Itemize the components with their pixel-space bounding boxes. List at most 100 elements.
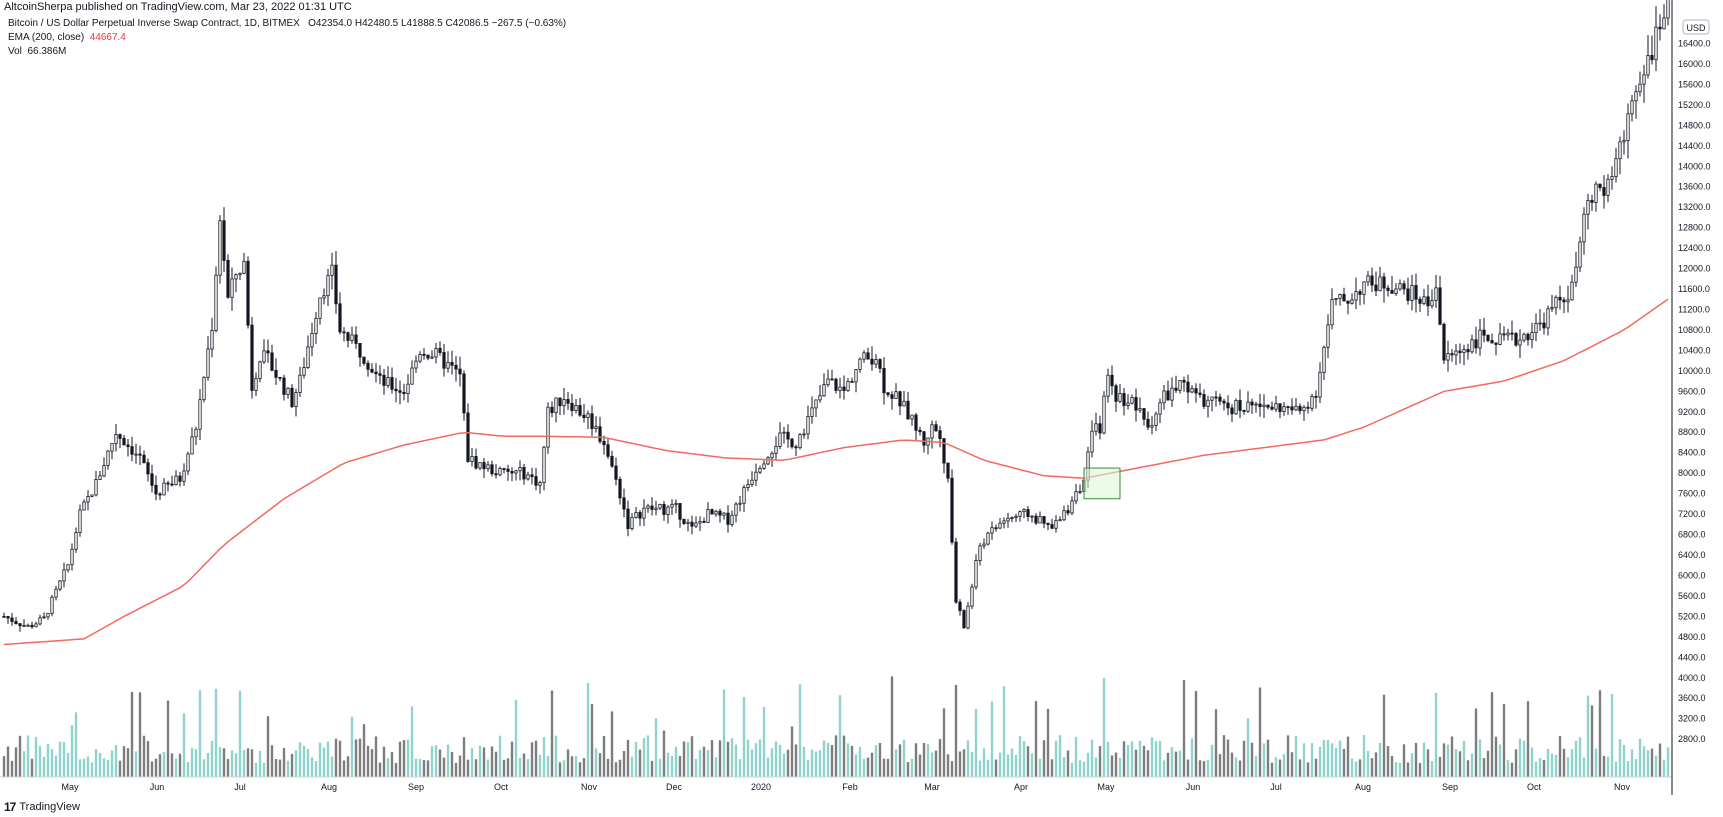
candle-body <box>1182 380 1186 383</box>
price-tick-label: 4000.0 <box>1678 673 1706 683</box>
volume-bar <box>1386 746 1390 777</box>
candle-body <box>1026 509 1030 517</box>
candle-body <box>698 520 702 524</box>
volume-bar <box>1326 739 1330 777</box>
candle-body <box>254 378 258 391</box>
volume-bar <box>470 748 474 777</box>
candle-body <box>1130 397 1134 404</box>
candle-body <box>1358 291 1362 295</box>
candle-body <box>1390 290 1394 294</box>
candle-body <box>998 522 1002 529</box>
time-tick-label: Jun <box>1186 782 1201 792</box>
volume-bar <box>82 758 86 777</box>
candle-body <box>1070 500 1074 514</box>
candle-body <box>1326 324 1330 348</box>
candle-body <box>102 465 106 477</box>
candle-body <box>590 413 594 429</box>
candle-body <box>490 464 494 475</box>
volume-bar <box>602 735 606 777</box>
volume-bar <box>754 743 758 777</box>
volume-bar <box>462 737 466 777</box>
candle-body <box>1202 394 1206 407</box>
volume-bar <box>250 749 254 777</box>
volume-bar <box>254 762 258 777</box>
candle-body <box>910 414 914 420</box>
legend-vol-value: 66.386M <box>27 46 67 57</box>
volume-bar <box>190 747 194 777</box>
volume-bar <box>1646 750 1650 777</box>
candle-body <box>82 501 86 511</box>
volume-bar <box>1418 762 1422 777</box>
volume-bar <box>502 759 506 777</box>
volume-bar <box>46 743 50 777</box>
currency-badge[interactable]: USD <box>1682 19 1710 35</box>
candle-body <box>802 433 806 436</box>
volume-bar <box>734 744 738 777</box>
candle-body <box>442 352 446 369</box>
candle-body <box>1006 517 1010 522</box>
volume-bar <box>1554 754 1558 777</box>
candle-body <box>1310 396 1314 409</box>
volume-bar <box>814 751 818 777</box>
volume-bar <box>982 748 986 777</box>
volume-bar <box>406 739 410 777</box>
price-tick-label: 8800.0 <box>1678 427 1706 437</box>
volume-bar <box>74 712 78 777</box>
price-tick-label: 13200.0 <box>1678 202 1711 212</box>
volume-bar <box>654 718 658 777</box>
candle-body <box>122 437 126 446</box>
candle-body <box>626 508 630 529</box>
candle-body <box>1550 307 1554 310</box>
volume-bar <box>1590 705 1594 777</box>
candle-body <box>1106 374 1110 397</box>
volume-bar <box>646 735 650 777</box>
candle-body <box>1374 284 1378 292</box>
volume-bar <box>530 742 534 777</box>
volume-bar <box>426 760 430 777</box>
volume-bar <box>990 701 994 777</box>
candle-body <box>1450 353 1454 356</box>
volume-bar <box>678 756 682 777</box>
candle-body <box>306 346 310 368</box>
candle-body <box>1614 158 1618 177</box>
volume-bar <box>1126 745 1130 777</box>
price-tick-label: 12000.0 <box>1678 264 1711 274</box>
price-tick-label: 9200.0 <box>1678 407 1706 417</box>
candle-body <box>718 510 722 516</box>
candle-body <box>578 405 582 416</box>
time-tick-label: Dec <box>666 782 683 792</box>
candle-body <box>958 601 962 611</box>
volume-bar <box>930 752 934 777</box>
candle-body <box>1594 183 1598 203</box>
volume-bar <box>158 754 162 777</box>
candle-body <box>1478 329 1482 349</box>
volume-bar <box>818 750 822 777</box>
volume-bar <box>146 741 150 777</box>
volume-bar <box>18 735 22 777</box>
volume-bar <box>618 759 622 777</box>
candle-body <box>1226 402 1230 409</box>
volume-bar <box>1278 759 1282 777</box>
volume-bar <box>1114 752 1118 777</box>
candle-body <box>274 369 278 378</box>
volume-bar <box>1198 760 1202 777</box>
volume-bar <box>174 758 178 777</box>
candle-body <box>394 388 398 392</box>
price-tick-label: 12800.0 <box>1678 223 1711 233</box>
volume-bar <box>26 735 30 777</box>
candle-body <box>1486 334 1490 341</box>
volume-bar <box>1302 743 1306 777</box>
volume-bar <box>170 753 174 777</box>
candle-body <box>258 361 262 379</box>
volume-bar <box>1346 736 1350 777</box>
volume-bar <box>1334 747 1338 777</box>
volume-bar <box>1186 759 1190 777</box>
candle-body <box>886 392 890 396</box>
time-tick-label: Aug <box>1355 782 1371 792</box>
volume-bar <box>1558 736 1562 777</box>
candle-body <box>1414 285 1418 300</box>
volume-bar <box>682 741 686 777</box>
volume-bar <box>1350 758 1354 777</box>
candle-body <box>546 406 550 448</box>
